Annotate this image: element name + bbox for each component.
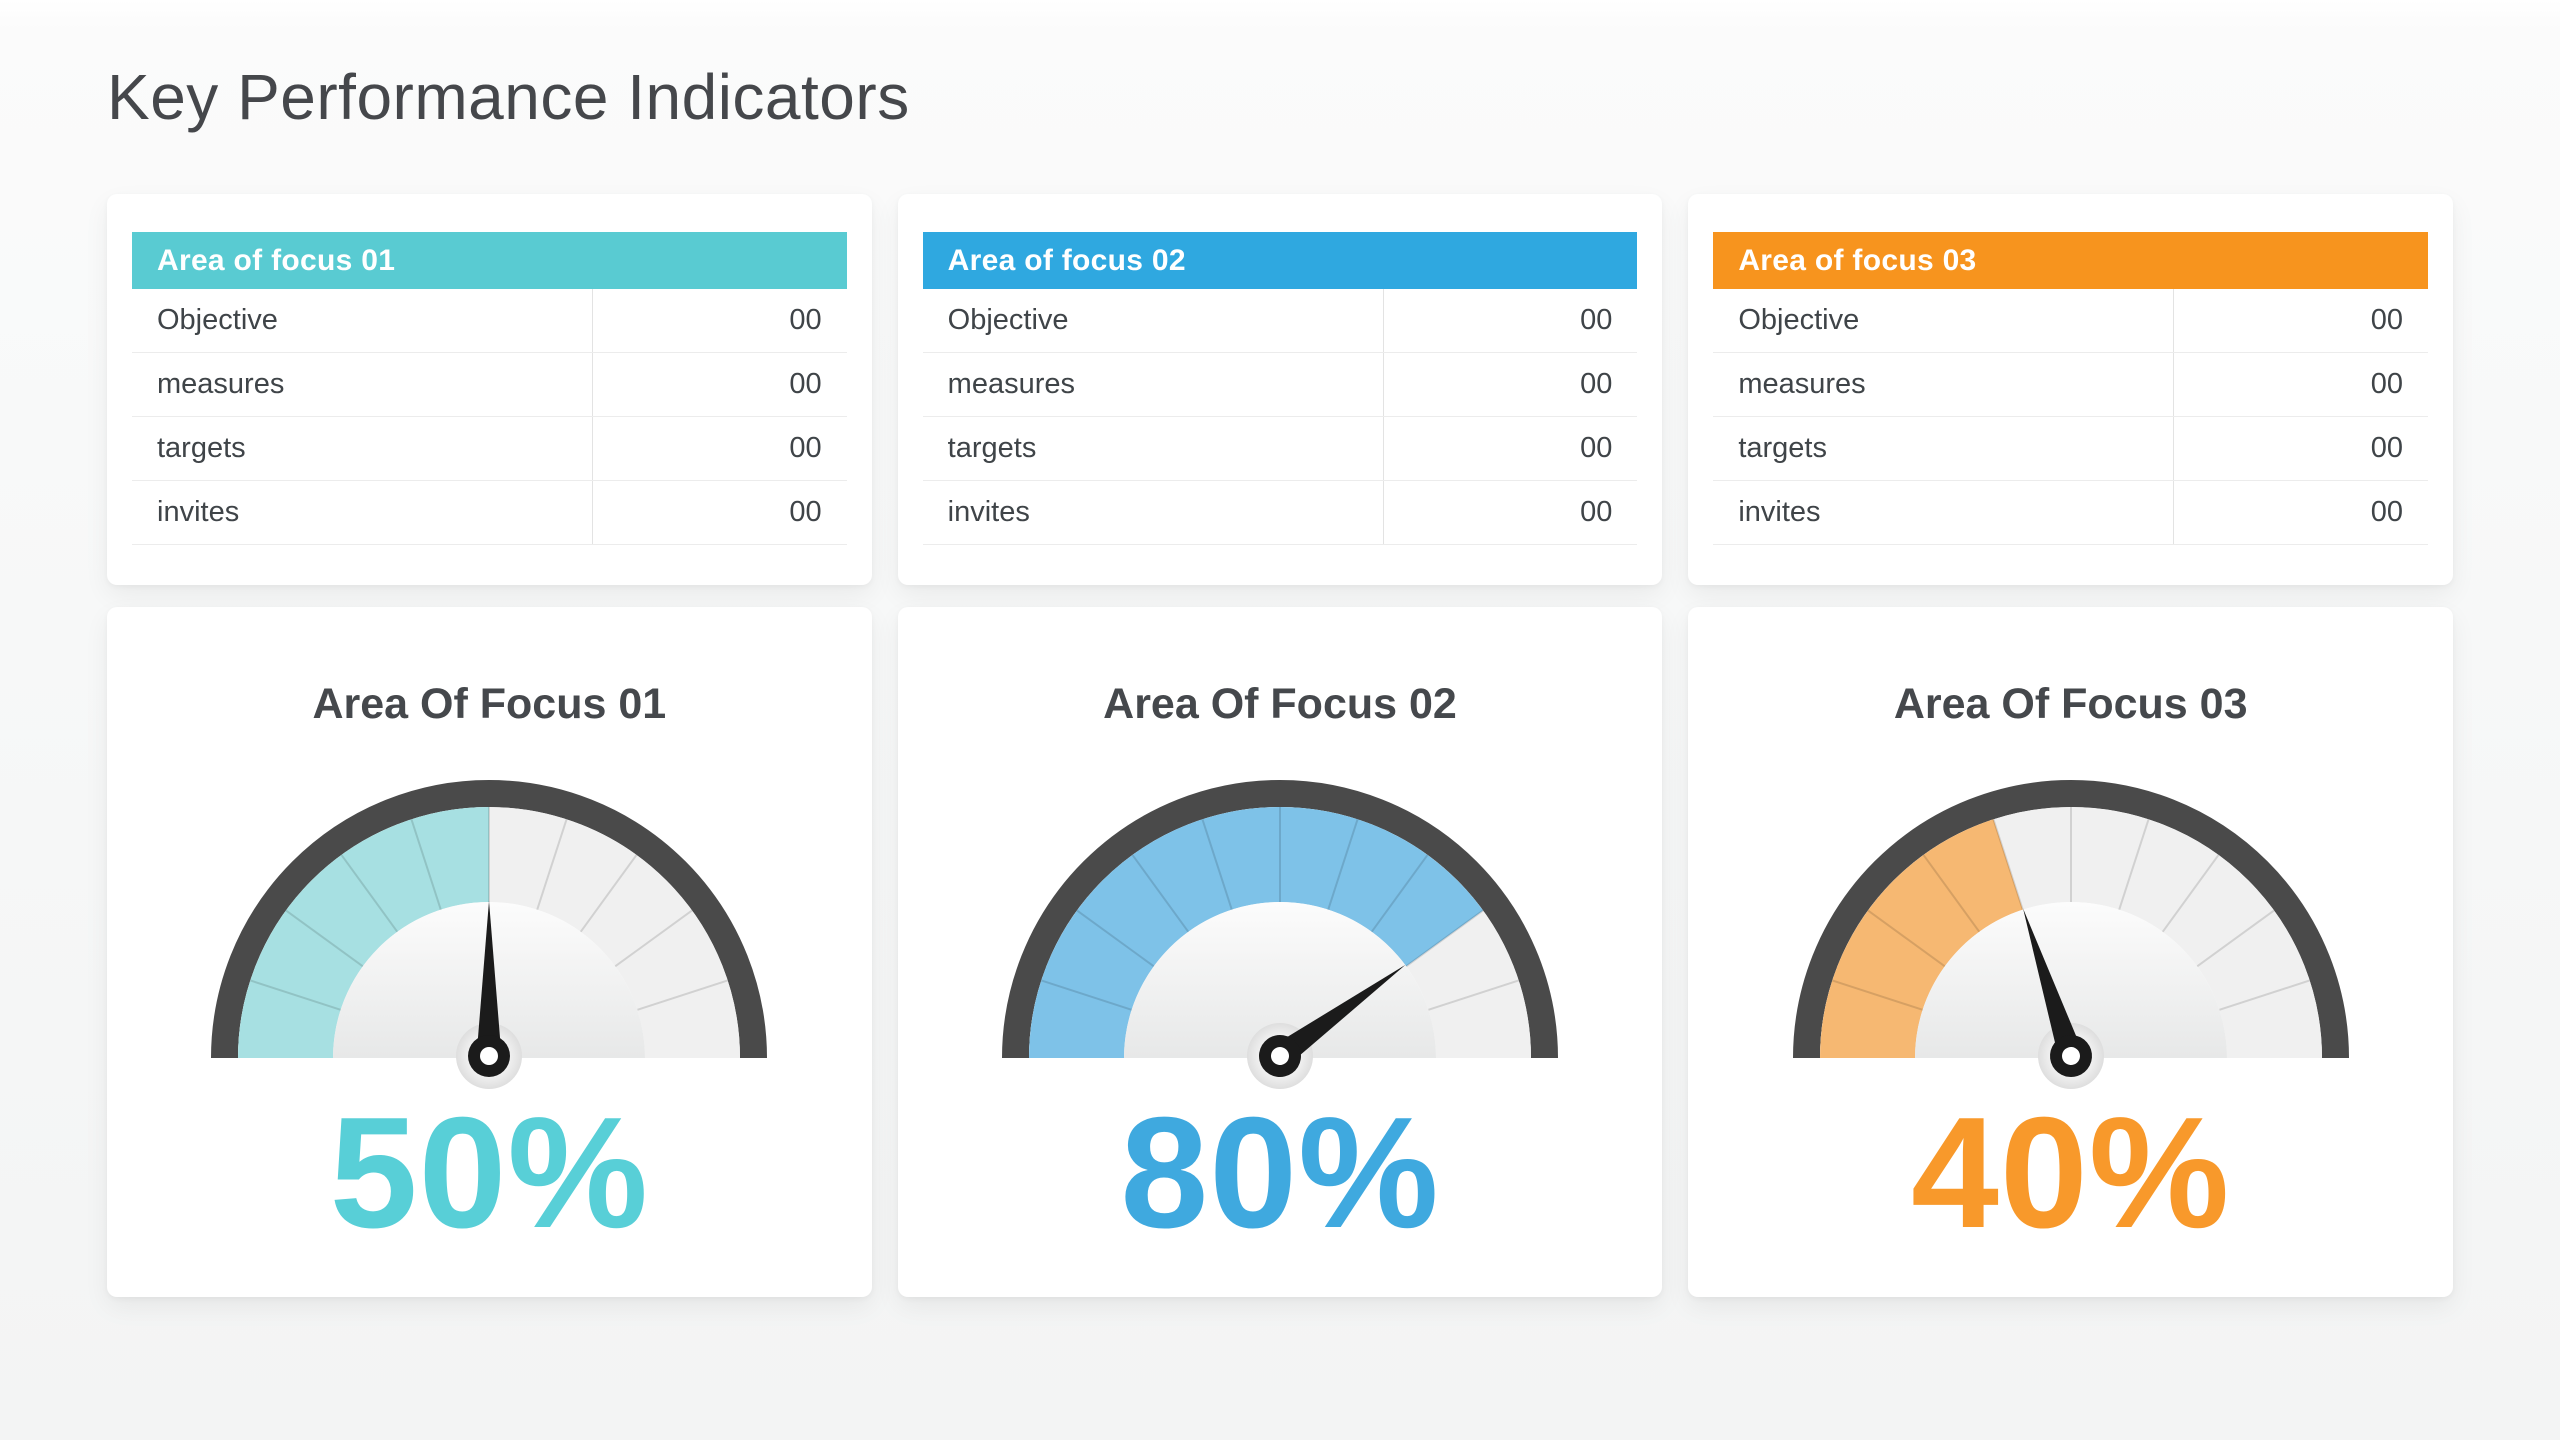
table-row: Objective 00: [1713, 289, 2428, 354]
table-row: invites 00: [132, 481, 847, 546]
focus-table-card-01: Area of focus 01 Objective 00 measures 0…: [107, 194, 872, 586]
table-cell-label: targets: [132, 417, 593, 481]
table-cell-label: targets: [1713, 417, 2175, 481]
table-cell-value: 00: [1580, 496, 1613, 529]
gauge-chart: [1001, 780, 1558, 1090]
table-header: Area of focus 03: [1713, 232, 2428, 290]
gauges-row: Area Of Focus 01 50% Area Of Focus 02 80…: [107, 607, 2453, 1298]
table-cell-label: measures: [132, 353, 593, 417]
table-row: Objective 00: [922, 289, 1638, 354]
table-cell-label: invites: [1713, 481, 2175, 545]
gauge-card-03: Area Of Focus 03 40%: [1688, 607, 2453, 1298]
table-cell-value: 00: [2370, 304, 2403, 337]
gauge-chart: [211, 780, 768, 1090]
table-row: targets 00: [1713, 417, 2428, 482]
table-cell-value: 00: [1580, 368, 1613, 401]
table-cell-value: 00: [789, 432, 822, 465]
table-cell-label: invites: [132, 481, 593, 545]
table-row: measures 00: [1713, 353, 2428, 418]
gauge-title: Area Of Focus 02: [1103, 680, 1457, 729]
gauge-percent-value: 50%: [329, 1085, 649, 1262]
table-cell-label: Objective: [1713, 289, 2175, 353]
focus-table-card-03: Area of focus 03 Objective 00 measures 0…: [1688, 194, 2453, 586]
table-header: Area of focus 01: [132, 232, 847, 290]
page-title: Key Performance Indicators: [107, 61, 910, 133]
table-cell-label: Objective: [132, 289, 593, 353]
table-cell-value: 00: [1580, 432, 1613, 465]
gauge-card-02: Area Of Focus 02 80%: [897, 607, 1663, 1298]
table-row: targets 00: [922, 417, 1638, 482]
gauge-percent-value: 80%: [1120, 1085, 1440, 1262]
table-cell-value: 00: [2370, 432, 2403, 465]
gauge-percent-value: 40%: [1911, 1085, 2231, 1262]
table-row: Objective 00: [132, 289, 847, 354]
kpi-dashboard: Key Performance Indicators Area of focus…: [107, 61, 2453, 1298]
table-cell-value: 00: [1580, 304, 1613, 337]
table-row: measures 00: [922, 353, 1638, 418]
table-cell-value: 00: [789, 496, 822, 529]
gauge-card-01: Area Of Focus 01 50%: [107, 607, 872, 1298]
table-row: invites 00: [922, 481, 1638, 546]
table-cell-value: 00: [2370, 496, 2403, 529]
gauge-title: Area Of Focus 03: [1893, 680, 2248, 729]
table-cell-label: Objective: [923, 289, 1384, 353]
table-cell-label: measures: [1713, 353, 2175, 417]
gauge-title: Area Of Focus 01: [312, 680, 667, 729]
table-cell-label: invites: [923, 481, 1384, 545]
table-cell-value: 00: [789, 368, 822, 401]
table-row: targets 00: [132, 417, 847, 482]
table-cell-label: measures: [923, 353, 1384, 417]
focus-table-card-02: Area of focus 02 Objective 00 measures 0…: [897, 194, 1663, 586]
table-cell-value: 00: [2370, 368, 2403, 401]
table-row: measures 00: [132, 353, 847, 418]
table-cell-label: targets: [923, 417, 1384, 481]
tables-row: Area of focus 01 Objective 00 measures 0…: [107, 194, 2453, 586]
gauge-chart: [1792, 780, 2349, 1090]
table-row: invites 00: [1713, 481, 2428, 546]
table-header: Area of focus 02: [922, 232, 1638, 290]
table-cell-value: 00: [789, 304, 822, 337]
